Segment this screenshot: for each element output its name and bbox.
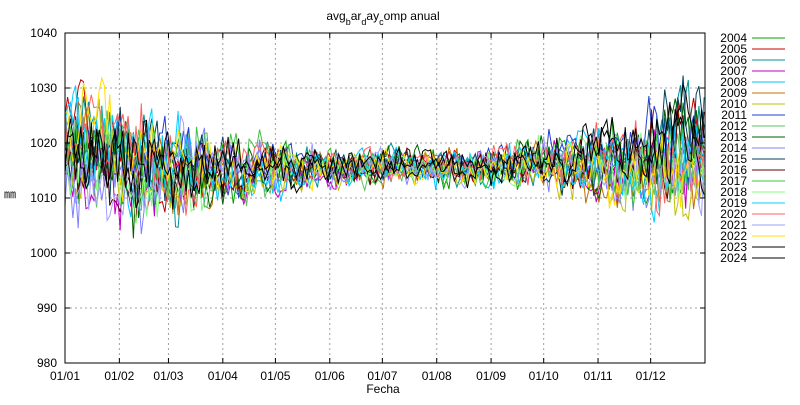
x-tick-label: 01/02 bbox=[104, 369, 134, 383]
legend-label: 2004 bbox=[720, 31, 747, 45]
legend-label: 2024 bbox=[720, 251, 747, 265]
x-tick-label: 01/03 bbox=[153, 369, 183, 383]
y-axis-label: ㎜ bbox=[4, 187, 16, 201]
series-line-2023 bbox=[64, 84, 705, 210]
series-line-2022 bbox=[64, 76, 705, 209]
y-tick-label: 1000 bbox=[30, 246, 57, 260]
series-lines bbox=[64, 75, 705, 239]
legend-label: 2018 bbox=[720, 185, 747, 199]
y-tick-label: 1030 bbox=[30, 81, 57, 95]
y-tick-label: 1040 bbox=[30, 26, 57, 40]
legend-label: 2005 bbox=[720, 42, 747, 56]
legend-label: 2014 bbox=[720, 141, 747, 155]
legend-label: 2023 bbox=[720, 240, 747, 254]
series-line-2024 bbox=[64, 101, 705, 198]
x-axis-label: Fecha bbox=[366, 382, 400, 396]
legend-label: 2012 bbox=[720, 119, 747, 133]
x-axis-ticks: 01/01 01/02 01/03 01/04 01/05 01/06 01/07 01/08… bbox=[50, 33, 666, 383]
legend-label: 2019 bbox=[720, 196, 747, 210]
legend-label: 2010 bbox=[720, 97, 747, 111]
x-tick-label: 01/01 bbox=[50, 369, 80, 383]
x-tick-label: 01/05 bbox=[260, 369, 290, 383]
legend-label: 2021 bbox=[720, 218, 747, 232]
y-tick-label: 1010 bbox=[30, 191, 57, 205]
x-tick-label: 01/06 bbox=[315, 369, 345, 383]
x-tick-label: 01/08 bbox=[422, 369, 452, 383]
x-tick-label: 01/07 bbox=[367, 369, 397, 383]
legend-label: 2011 bbox=[721, 108, 747, 122]
chart-title: avgbardaycomp anual bbox=[326, 9, 439, 27]
legend-label: 2013 bbox=[720, 130, 747, 144]
legend: 2004200520062007200820092010201120122013… bbox=[720, 31, 785, 265]
x-tick-label: 01/10 bbox=[529, 369, 559, 383]
y-axis-ticks: 980 990 1000 1010 1020 1030 1040 bbox=[30, 26, 705, 370]
y-tick-label: 1020 bbox=[30, 136, 57, 150]
legend-label: 2017 bbox=[720, 174, 747, 188]
series-line-2020 bbox=[64, 94, 705, 218]
legend-label: 2016 bbox=[720, 163, 747, 177]
legend-label: 2009 bbox=[720, 86, 747, 100]
x-tick-label: 01/09 bbox=[476, 369, 506, 383]
legend-label: 2022 bbox=[720, 229, 747, 243]
x-tick-label: 01/04 bbox=[208, 369, 238, 383]
x-tick-label: 01/11 bbox=[583, 369, 612, 383]
legend-label: 2008 bbox=[720, 75, 747, 89]
x-tick-label: 01/12 bbox=[636, 369, 666, 383]
y-tick-label: 980 bbox=[37, 356, 57, 370]
legend-label: 2006 bbox=[720, 53, 747, 67]
legend-label: 2007 bbox=[720, 64, 747, 78]
grid bbox=[65, 33, 705, 363]
y-tick-label: 990 bbox=[37, 301, 57, 315]
legend-label: 2020 bbox=[720, 207, 747, 221]
legend-label: 2015 bbox=[720, 152, 747, 166]
